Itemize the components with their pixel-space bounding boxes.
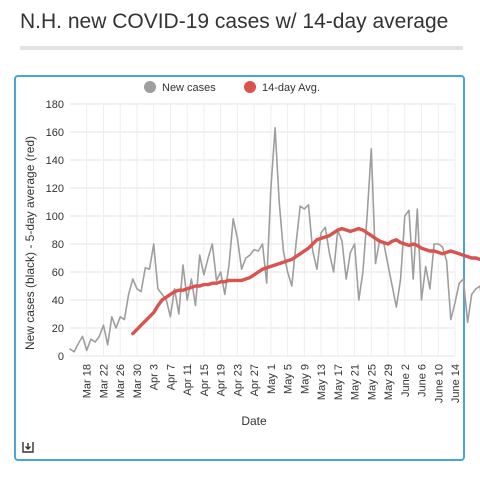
legend: New cases 14-day Avg. — [144, 81, 320, 94]
series-line-new-cases — [69, 127, 480, 353]
page-title: N.H. new COVID-19 cases w/ 14-day averag… — [20, 10, 449, 33]
legend-label[interactable]: New cases — [162, 82, 216, 94]
x-tick-label: June 2 — [400, 364, 412, 397]
x-tick-labels: Mar 18 Mar 22 Mar 26 Mar 30 Apr 3 Apr 7 Apr 11… — [82, 364, 462, 403]
x-tick-label: May 5 — [283, 364, 295, 394]
legend-label[interactable]: 14-day Avg. — [262, 82, 320, 94]
x-tick-label: May 1 — [266, 364, 278, 394]
x-tick-label: May 9 — [299, 364, 311, 394]
x-tick-label: Mar 22 — [98, 364, 110, 398]
legend-marker — [144, 81, 156, 93]
x-tick-label: Apr 7 — [165, 364, 177, 390]
x-tick-label: May 21 — [350, 364, 362, 400]
y-tick-label: 120 — [46, 183, 64, 195]
x-tick-label: Apr 3 — [149, 364, 161, 390]
x-tick-label: May 13 — [316, 364, 328, 400]
y-tick-label: 20 — [52, 323, 64, 335]
title-divider — [20, 46, 463, 50]
series-line-14-day-avg — [131, 226, 480, 336]
y-tick-label: 80 — [52, 239, 64, 251]
y-tick-label: 40 — [52, 295, 64, 307]
y-axis-label: New cases (black) - 5-day average (red) — [23, 136, 37, 350]
x-tick-label: Mar 30 — [132, 364, 144, 398]
x-tick-label: May 25 — [366, 364, 378, 400]
x-tick-label: Mar 18 — [82, 364, 94, 398]
x-tick-label: June 14 — [450, 364, 462, 403]
grid-lines — [70, 103, 456, 357]
y-tick-label: 140 — [46, 155, 64, 167]
y-tick-label: 160 — [46, 127, 64, 139]
x-tick-label: Mar 26 — [115, 364, 127, 398]
legend-marker — [244, 81, 256, 93]
x-tick-label: Apr 15 — [199, 364, 211, 396]
y-tick-labels: 0 20 40 60 80 100 120 140 160 180 — [46, 99, 64, 363]
x-tick-label: Apr 11 — [182, 364, 194, 396]
y-tick-label: 60 — [52, 267, 64, 279]
x-axis-label: Date — [241, 414, 267, 428]
x-tick-label: May 17 — [333, 364, 345, 400]
download-icon[interactable] — [22, 441, 34, 453]
x-tick-label: Apr 23 — [232, 364, 244, 396]
y-tick-label: 180 — [46, 99, 64, 111]
y-tick-label: 100 — [46, 211, 64, 223]
x-tick-label: Apr 19 — [216, 364, 228, 396]
y-tick-label: 0 — [58, 351, 64, 363]
x-tick-label: June 10 — [433, 364, 445, 403]
chart-card — [14, 75, 465, 461]
x-tick-label: Apr 27 — [249, 364, 261, 396]
x-tick-label: May 29 — [383, 364, 395, 400]
x-tick-label: June 6 — [417, 364, 429, 397]
series-lines — [69, 127, 480, 353]
